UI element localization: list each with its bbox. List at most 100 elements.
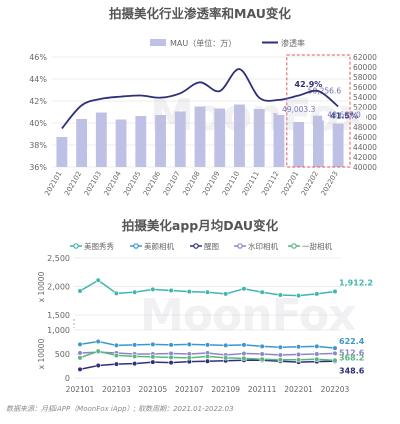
chart2-point — [132, 289, 138, 295]
chart2-point — [132, 361, 138, 367]
chart2-point — [186, 341, 192, 348]
chart2-point — [95, 362, 101, 369]
chart1-right-tick-label: 42000 — [353, 153, 377, 162]
chart2-point — [150, 359, 156, 365]
legend-swatch-mau — [150, 39, 166, 46]
chart2-x-tick-label: 202103 — [102, 385, 131, 394]
chart1-right-tick-label: 40000 — [353, 163, 377, 172]
chart1-left-tick-label: 46% — [29, 53, 47, 62]
chart1-right-tick-label: 52000 — [353, 103, 377, 112]
chart2-point — [168, 360, 174, 366]
chart2-point — [77, 288, 83, 294]
chart2-point — [223, 342, 229, 348]
chart1-bar — [174, 111, 186, 167]
chart2-point — [314, 291, 320, 297]
chart2-point — [77, 355, 83, 361]
chart1-left-tick-label: 36% — [29, 163, 47, 172]
chart2-point — [314, 343, 320, 349]
chart2-lower-tick-label: 500 — [55, 350, 70, 359]
chart1-bar-label: 48,667.0 — [327, 111, 361, 120]
chart1-x-tick-label: 202202 — [300, 170, 320, 197]
chart1-line-label: 42.9% — [295, 80, 323, 89]
chart1-right-tick-label: 56000 — [353, 83, 377, 92]
chart1-x-tick-label: 202106 — [142, 170, 163, 198]
chart1-bar — [312, 115, 324, 167]
chart2-point — [314, 356, 320, 362]
chart2-point — [223, 291, 229, 297]
chart2-point — [95, 338, 101, 345]
chart2-point — [186, 355, 192, 361]
chart2-point — [150, 286, 156, 292]
chart2-point — [113, 361, 120, 367]
chart2-legend-marker — [73, 243, 79, 249]
chart2-point — [223, 355, 229, 361]
chart2-point — [277, 357, 283, 363]
chart2-lower-tick-label: 0 — [65, 374, 70, 383]
chart2-point — [150, 341, 156, 348]
chart1-highlight-box — [286, 54, 351, 168]
chart2-point — [186, 289, 192, 295]
chart1-bar — [194, 106, 206, 167]
chart1-bar — [332, 123, 344, 167]
legend-label-penetration: 渗透率 — [281, 38, 305, 48]
chart2-point — [204, 358, 211, 364]
chart2-point — [295, 351, 302, 358]
chart2-point — [332, 350, 338, 356]
chart2-upper-tick-label: 1,500 — [47, 311, 70, 320]
chart2-legend-label: 美图秀秀 — [84, 241, 114, 251]
chart2-point — [204, 353, 211, 360]
chart2-point — [113, 342, 120, 348]
chart1-x-tick-label: 202102 — [63, 170, 83, 197]
chart2-point — [204, 342, 211, 348]
chart1-left-tick-label: 38% — [29, 141, 47, 150]
chart1-bar — [115, 119, 127, 167]
chart1-bar-label-bg — [276, 103, 321, 115]
chart2-x-tick-label: 202201 — [284, 385, 313, 394]
chart1-x-tick-label: 202110 — [221, 170, 241, 197]
chart1-right-tick-label: 46000 — [353, 133, 377, 142]
chart2-x-tick-label: 202109 — [211, 385, 240, 394]
chart1-x-tick-label: 202103 — [83, 170, 103, 197]
chart1-x-tick-label: 202112 — [260, 170, 280, 197]
chart1-bar — [95, 112, 107, 167]
chart2-point — [241, 342, 247, 348]
chart2-point — [113, 352, 120, 359]
chart2-upper-tick-label: 2,000 — [47, 283, 70, 292]
chart2-x-tick-label: 202203 — [321, 385, 350, 394]
chart2-legend-marker — [193, 243, 199, 249]
chart2-point — [241, 355, 247, 361]
chart1-right-tick-label: 60000 — [353, 63, 377, 72]
chart2-point — [77, 366, 83, 372]
chart2-title: 拍摄美化app月均DAU变化 — [122, 218, 279, 233]
chart1-x-tick-label: 202109 — [201, 170, 221, 197]
chart1-right-tick-label: 62000 — [353, 53, 377, 62]
chart2-legend-label: 水印相机 — [248, 241, 278, 251]
chart1-bar-label-bg — [322, 109, 367, 121]
chart1-bar — [253, 109, 265, 167]
source-footer: 数据来源：月狐iAPP（MoonFox iApp）; 取数周期：2021.01-… — [6, 405, 234, 413]
chart2-point — [241, 286, 247, 292]
chart2-point — [95, 348, 101, 354]
chart2-point — [295, 357, 302, 363]
chart1-right-tick-label: 58000 — [353, 73, 377, 82]
chart2-point — [95, 277, 101, 283]
chart2-legend-marker — [291, 243, 297, 249]
chart1-right-tick-label: 44000 — [353, 143, 377, 152]
chart2-point — [259, 356, 265, 362]
chart1-bar — [293, 121, 305, 167]
chart2-ylabel-bottom: x 10000 — [37, 338, 46, 369]
chart2-end-label: 348.6 — [339, 366, 365, 375]
chart2-point — [314, 351, 320, 357]
chart1-bar — [155, 115, 166, 167]
chart1-bar — [214, 108, 226, 167]
chart2-legend-label: 一甜相机 — [302, 241, 332, 251]
chart2-end-label: 368.2 — [339, 353, 364, 362]
chart1-x-tick-label: 202201 — [280, 170, 300, 197]
chart2-point — [113, 290, 120, 296]
chart2-point — [150, 354, 156, 360]
chart2-legend-marker — [237, 243, 243, 249]
chart2-point — [332, 357, 338, 363]
chart1-left-tick-label: 42% — [29, 97, 47, 106]
chart1-line-label: 41.5% — [330, 112, 358, 121]
